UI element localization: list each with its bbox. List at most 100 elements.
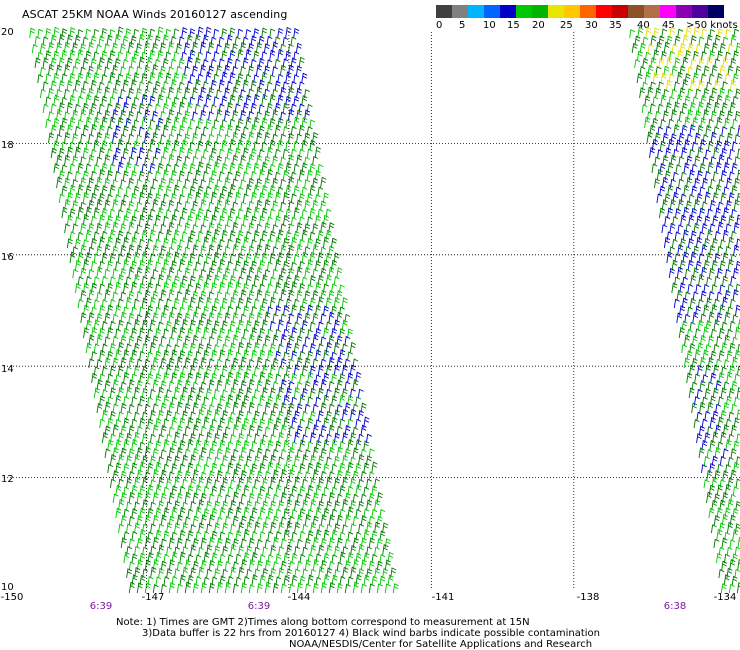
wind-barb bbox=[117, 253, 124, 264]
wind-barb bbox=[717, 396, 724, 406]
wind-barb bbox=[227, 441, 234, 451]
wind-barb bbox=[242, 147, 249, 159]
wind-barb bbox=[157, 409, 165, 421]
wind-barb bbox=[184, 335, 191, 346]
wind-barb bbox=[681, 102, 688, 114]
wind-barb bbox=[376, 560, 383, 571]
wind-barb bbox=[269, 320, 276, 331]
wind-barb bbox=[355, 531, 362, 541]
wind-barb bbox=[66, 214, 74, 226]
wind-barb bbox=[277, 229, 284, 241]
wind-barb bbox=[133, 364, 140, 376]
wind-barb bbox=[374, 499, 381, 511]
wind-barb bbox=[261, 117, 268, 129]
wind-barb bbox=[107, 350, 114, 361]
wind-barb bbox=[208, 201, 215, 211]
wind-barb bbox=[181, 386, 189, 399]
wind-barb bbox=[93, 387, 101, 399]
wind-barb bbox=[264, 155, 271, 166]
wind-barb bbox=[162, 193, 169, 204]
wind-barb bbox=[144, 311, 151, 324]
wind-barb bbox=[31, 44, 38, 54]
wind-barb bbox=[712, 387, 719, 399]
wind-barb bbox=[256, 403, 263, 414]
wind-barb bbox=[733, 28, 740, 39]
wind-barb bbox=[261, 207, 268, 219]
wind-barb bbox=[200, 313, 207, 324]
wind-barb bbox=[125, 162, 132, 174]
wind-barb bbox=[125, 276, 132, 286]
wind-barb bbox=[277, 209, 284, 219]
wind-barb bbox=[310, 544, 317, 556]
wind-barb bbox=[184, 581, 192, 594]
wind-barb bbox=[350, 523, 357, 534]
colorbar-swatch bbox=[692, 5, 708, 18]
wind-barb bbox=[690, 58, 697, 69]
wind-barb bbox=[205, 71, 212, 84]
wind-barb bbox=[248, 334, 255, 346]
wind-barb bbox=[146, 171, 153, 181]
wind-barb bbox=[267, 395, 274, 406]
wind-barb bbox=[703, 43, 710, 54]
wind-barb bbox=[195, 351, 202, 361]
wind-barb bbox=[101, 276, 108, 286]
wind-barb bbox=[293, 476, 301, 489]
wind-barb bbox=[277, 298, 284, 309]
wind-barb bbox=[264, 358, 271, 369]
wind-barb bbox=[704, 191, 711, 204]
wind-barb bbox=[266, 283, 274, 294]
wind-barb bbox=[262, 568, 269, 579]
wind-barb bbox=[144, 131, 151, 144]
wind-barb bbox=[713, 298, 720, 309]
wind-barb bbox=[250, 171, 257, 181]
wind-barb bbox=[106, 34, 113, 46]
wind-barb bbox=[229, 320, 236, 331]
wind-barb bbox=[146, 192, 153, 204]
wind-barb bbox=[254, 546, 261, 556]
wind-barb bbox=[631, 42, 638, 54]
wind-barb bbox=[245, 455, 253, 466]
wind-barb bbox=[186, 56, 193, 69]
wind-barb bbox=[285, 409, 293, 421]
wind-barb bbox=[296, 199, 303, 211]
wind-barb bbox=[53, 72, 60, 84]
wind-barb bbox=[205, 118, 212, 129]
wind-barb bbox=[72, 179, 79, 189]
wind-barb bbox=[309, 139, 316, 151]
wind-barb bbox=[179, 417, 186, 429]
wind-barb bbox=[668, 73, 675, 84]
wind-barb bbox=[674, 276, 681, 286]
wind-barb bbox=[218, 192, 225, 204]
wind-barb bbox=[724, 268, 731, 279]
wind-barb bbox=[178, 125, 185, 136]
wind-barb bbox=[125, 477, 133, 489]
wind-barb bbox=[724, 117, 731, 129]
wind-barb bbox=[258, 35, 265, 46]
wind-barb bbox=[715, 552, 723, 564]
wind-barb bbox=[101, 140, 108, 151]
wind-barb bbox=[336, 426, 343, 436]
wind-barb bbox=[710, 372, 717, 384]
wind-barb bbox=[109, 478, 116, 489]
wind-barb bbox=[317, 274, 324, 286]
wind-barb bbox=[365, 433, 372, 444]
wind-barb bbox=[117, 319, 124, 331]
wind-barb bbox=[286, 568, 293, 579]
wind-barb bbox=[69, 49, 76, 61]
wind-barb bbox=[215, 89, 222, 99]
wind-barb bbox=[82, 239, 89, 249]
wind-barb bbox=[275, 576, 282, 586]
wind-barb bbox=[312, 536, 320, 549]
wind-barb bbox=[729, 342, 736, 354]
wind-barb bbox=[125, 28, 132, 39]
wind-barb bbox=[69, 117, 76, 129]
wind-barb bbox=[662, 132, 669, 144]
wind-barb bbox=[205, 230, 212, 241]
wind-barb bbox=[240, 313, 247, 324]
wind-barb bbox=[658, 57, 665, 69]
wind-barb bbox=[251, 463, 258, 474]
wind-barb bbox=[152, 448, 159, 459]
colorbar-swatch bbox=[548, 5, 564, 18]
colorbar-swatch bbox=[452, 5, 468, 18]
wind-barb bbox=[221, 71, 228, 84]
